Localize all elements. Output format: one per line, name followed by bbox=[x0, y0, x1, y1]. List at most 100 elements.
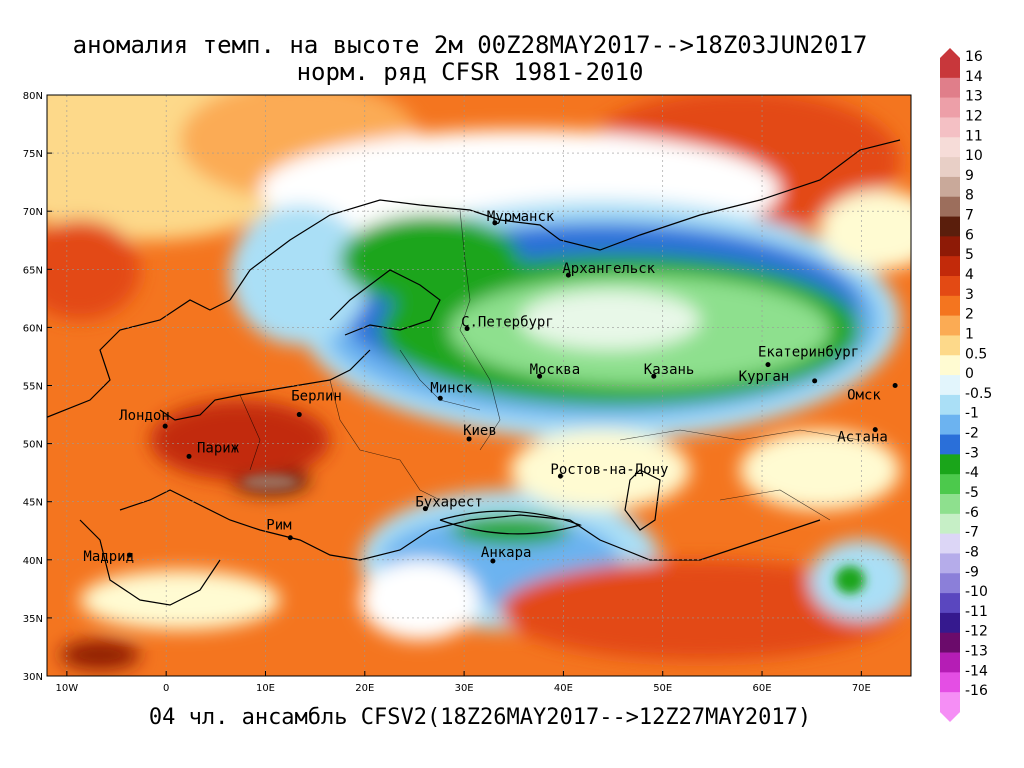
colorbar-swatch bbox=[940, 196, 960, 217]
colorbar-label: 3 bbox=[965, 287, 974, 303]
city-markers: Мурманск Архангельск С.Петербург Москва Каза… bbox=[83, 209, 898, 565]
graticule bbox=[47, 95, 911, 676]
colorbar-swatch bbox=[940, 157, 960, 178]
city-dot bbox=[537, 373, 543, 379]
colorbar-label: 7 bbox=[965, 208, 974, 224]
lon-tick-label: 60E bbox=[753, 683, 772, 694]
city-dot bbox=[437, 395, 443, 401]
city-label: Астана bbox=[837, 430, 888, 446]
colorbar-label: -13 bbox=[965, 644, 988, 660]
lat-tick-label: 70N bbox=[23, 207, 43, 218]
colorbar-swatch bbox=[940, 632, 960, 653]
colorbar-bottom-arrow bbox=[940, 712, 960, 722]
colorbar-swatch bbox=[940, 256, 960, 277]
colorbar-swatch bbox=[940, 58, 960, 79]
colorbar-label: 4 bbox=[965, 267, 974, 283]
country-borders bbox=[239, 209, 861, 521]
colorbar-swatch bbox=[940, 573, 960, 594]
colorbar-label: -10 bbox=[965, 584, 988, 600]
city-dot bbox=[466, 436, 472, 442]
colorbar-swatch bbox=[940, 117, 960, 138]
colorbar-label: -2 bbox=[965, 426, 979, 442]
lat-tick-label: 80N bbox=[23, 91, 43, 102]
city-dot bbox=[490, 558, 496, 564]
colorbar-label: -6 bbox=[965, 505, 979, 521]
colorbar-label: 2 bbox=[965, 307, 974, 323]
city-dot bbox=[651, 373, 657, 379]
colorbar-label: -4 bbox=[965, 465, 979, 481]
city-label: Екатеринбург bbox=[758, 345, 859, 361]
city-dot bbox=[565, 272, 571, 278]
colorbar-label: -1 bbox=[965, 406, 979, 422]
colorbar-swatch bbox=[940, 375, 960, 396]
city-dot bbox=[812, 378, 818, 384]
lon-tick-label: 10E bbox=[256, 683, 275, 694]
city-label: Мурманск bbox=[487, 209, 555, 225]
city-label: Рим bbox=[266, 518, 292, 534]
colorbar-label: 13 bbox=[965, 89, 983, 105]
colorbar-label: -11 bbox=[965, 604, 988, 620]
colorbar-top-arrow bbox=[940, 48, 960, 58]
colorbar-swatch bbox=[940, 97, 960, 118]
lon-tick-label: 20E bbox=[355, 683, 374, 694]
city-label: Москва bbox=[530, 362, 581, 378]
colorbar-swatch bbox=[940, 692, 960, 713]
lat-tick-label: 50N bbox=[23, 440, 43, 451]
city-label: Казань bbox=[644, 362, 695, 378]
lat-tick-label: 40N bbox=[23, 556, 43, 567]
colorbar-label: 14 bbox=[965, 69, 983, 85]
lat-tick-label: 75N bbox=[23, 149, 43, 160]
lon-tick-label: 50E bbox=[653, 683, 672, 694]
colorbar-label: -5 bbox=[965, 485, 979, 501]
city-label: Архангельск bbox=[562, 261, 655, 277]
city-label: Берлин bbox=[291, 389, 342, 405]
colorbar-label: 16 bbox=[965, 49, 983, 65]
colorbar-label: 11 bbox=[965, 128, 983, 144]
lon-tick-label: 10W bbox=[56, 683, 79, 694]
city-dot bbox=[464, 326, 470, 332]
colorbar: 16 14 13 12 11 10 9 8 7 6 5 4 3 2 1 0.5 0 -0.5 -1 -2 -3 -4 -5 -… bbox=[940, 48, 992, 722]
colorbar-swatch bbox=[940, 176, 960, 198]
city-label: Лондон bbox=[119, 408, 170, 424]
city-dot bbox=[892, 383, 898, 388]
colorbar-label: -7 bbox=[965, 525, 979, 541]
city-label: С.Петербург bbox=[461, 315, 554, 331]
city-dot bbox=[765, 362, 771, 368]
lon-tick-label: 70E bbox=[852, 683, 871, 694]
colorbar-label: -14 bbox=[965, 663, 988, 679]
colorbar-swatch bbox=[940, 454, 960, 475]
lat-tick-label: 65N bbox=[23, 265, 43, 276]
lon-tick-label: 40E bbox=[554, 683, 573, 694]
lat-tick-label: 45N bbox=[23, 498, 43, 509]
city-label: Анкара bbox=[481, 545, 532, 561]
colorbar-label: -0.5 bbox=[965, 386, 992, 402]
lat-tick-label: 30N bbox=[23, 672, 43, 683]
city-label: Париж bbox=[197, 440, 240, 456]
ensemble-footer: 04 чл. ансамбль CFSV2(18Z26MAY2017-->12Z… bbox=[148, 705, 812, 730]
colorbar-swatch bbox=[940, 474, 960, 495]
colorbar-swatch bbox=[940, 652, 960, 673]
colorbar-swatch bbox=[940, 355, 960, 376]
city-dot bbox=[126, 552, 132, 558]
colorbar-label: 12 bbox=[965, 108, 983, 124]
lat-tick-label: 55N bbox=[23, 382, 43, 393]
colorbar-label: 6 bbox=[965, 227, 974, 243]
city-dot bbox=[492, 220, 498, 226]
colorbar-swatch bbox=[940, 672, 960, 693]
colorbar-swatch bbox=[940, 533, 960, 554]
city-label: Омск bbox=[847, 388, 881, 404]
city-label: Минск bbox=[430, 380, 473, 396]
colorbar-label: 8 bbox=[965, 188, 974, 204]
city-dot bbox=[287, 535, 293, 541]
longitude-labels: 10W 0 10E 20E 30E 40E 50E 60E 70E bbox=[56, 671, 871, 694]
colorbar-swatch bbox=[940, 394, 960, 416]
city-label: Ростов-на-Дону bbox=[550, 462, 668, 478]
city-dot bbox=[186, 453, 192, 459]
colorbar-swatch bbox=[940, 295, 960, 316]
lat-tick-label: 35N bbox=[23, 614, 43, 625]
lat-tick-label: 60N bbox=[23, 323, 43, 334]
colorbar-swatch bbox=[940, 236, 960, 257]
anomaly-field bbox=[47, 95, 911, 676]
city-label: Мадрид bbox=[83, 549, 134, 565]
colorbar-label: 9 bbox=[965, 168, 974, 184]
